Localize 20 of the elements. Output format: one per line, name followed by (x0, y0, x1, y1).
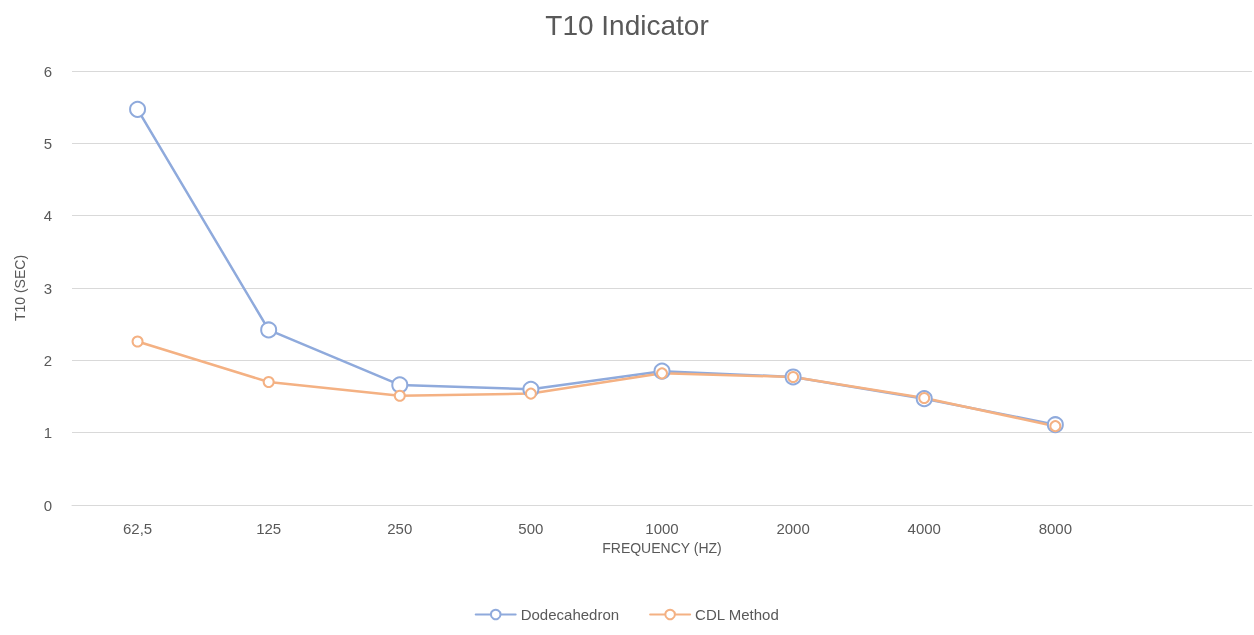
legend-label: CDL Method (695, 606, 779, 623)
x-tick-label: 1000 (645, 520, 679, 537)
y-tick-label: 4 (43, 207, 52, 225)
y-tick-label: 0 (43, 496, 52, 514)
y-tick-label: 1 (43, 424, 52, 442)
x-tick-label: 8000 (1038, 520, 1073, 537)
x-axis-title: FREQUENCY (HZ) (602, 539, 722, 556)
y-tick-label: 2 (43, 351, 52, 369)
y-tick-label: 5 (43, 134, 52, 152)
chart-title: T10 Indicator (545, 9, 709, 41)
x-tick-label: 125 (256, 520, 282, 537)
x-tick-label: 500 (518, 520, 544, 537)
y-tick-label: 6 (43, 62, 52, 80)
y-axis-title: T10 (SEC) (12, 254, 28, 322)
x-tick-label: 62,5 (122, 520, 153, 537)
x-tick-label: 250 (387, 520, 413, 537)
legend-label: Dodecahedron (520, 606, 620, 623)
y-tick-label: 3 (43, 279, 52, 297)
x-tick-label: 4000 (907, 520, 941, 537)
x-tick-label: 2000 (776, 520, 810, 537)
